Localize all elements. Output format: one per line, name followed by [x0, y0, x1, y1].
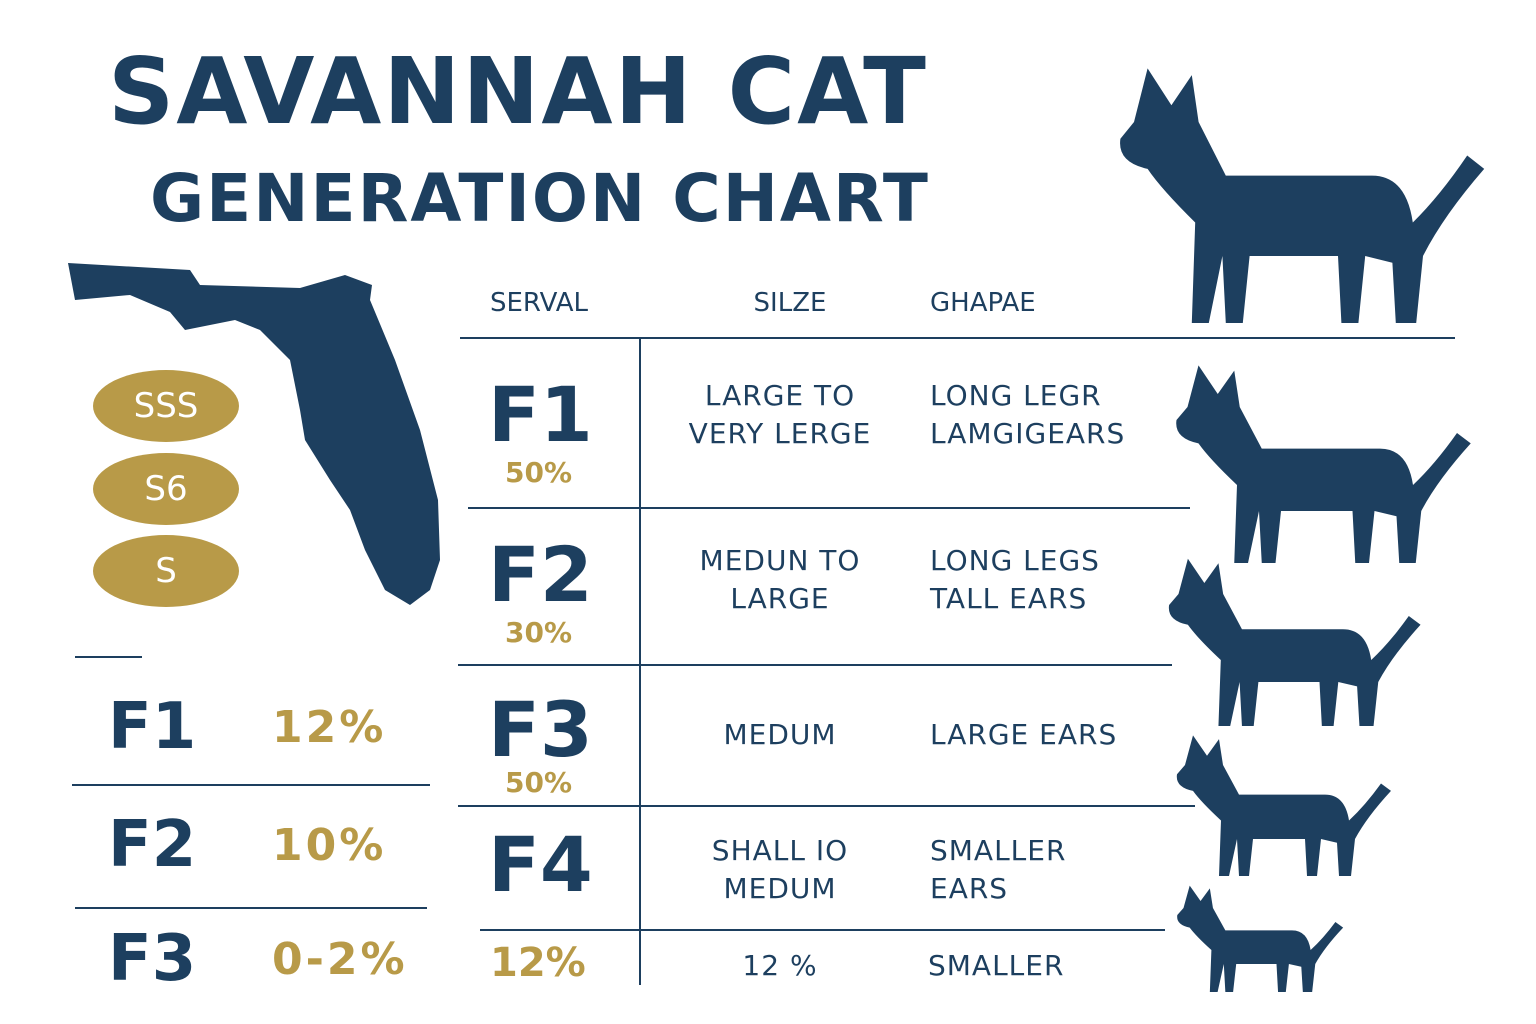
- column-header: SILZE: [753, 288, 827, 318]
- shape-text: EARS: [930, 872, 1009, 905]
- generation: F2: [488, 530, 593, 619]
- cat-silhouettes: [1120, 68, 1485, 992]
- percent: 10%: [272, 820, 387, 871]
- shape-text: LARGE EARS: [930, 718, 1118, 751]
- badge: S6: [93, 453, 239, 525]
- shape-text: SMALLER: [928, 949, 1065, 982]
- subtitle: GENERATION CHART: [150, 160, 930, 237]
- column-header: SERVAL: [490, 288, 588, 318]
- generation: F1: [108, 690, 197, 764]
- shape-text: LAMGIGEARS: [930, 417, 1126, 450]
- column-header: GHAPAE: [930, 288, 1036, 318]
- generation: F3: [488, 685, 593, 774]
- cat: [1177, 885, 1344, 992]
- percent: 50%: [505, 456, 573, 489]
- size-text: MEDUN TO: [699, 544, 861, 577]
- size-text: SHALL IO: [711, 834, 849, 867]
- shape-text: LONG LEGR: [930, 379, 1102, 412]
- generation: F2: [108, 808, 197, 882]
- size-text: LARGE TO: [704, 379, 856, 412]
- generation: F4: [488, 820, 593, 909]
- cat: [1168, 558, 1421, 726]
- size-text: MEDUM: [723, 718, 837, 751]
- size-text: MEDUM: [723, 872, 837, 905]
- florida-map: [68, 263, 440, 605]
- badge: S: [93, 535, 239, 607]
- table-lines: [72, 337, 1455, 985]
- title: SAVANNAH CAT: [108, 38, 928, 145]
- size-text: VERY LERGE: [688, 417, 872, 450]
- badge: SSS: [93, 370, 239, 442]
- percent: 50%: [505, 766, 573, 799]
- generation: F1: [488, 370, 593, 459]
- cat: [1120, 68, 1485, 324]
- percent: 30%: [505, 616, 573, 649]
- shape-text: LONG LEGS: [930, 544, 1100, 577]
- generation: F3: [108, 922, 197, 996]
- shape-text: TALL EARS: [930, 582, 1088, 615]
- percent: 12%: [272, 702, 387, 753]
- cat: [1176, 735, 1391, 876]
- size-text: 12 %: [742, 949, 818, 982]
- percent: 0-2%: [272, 934, 408, 985]
- percent: 12%: [490, 940, 586, 986]
- cat: [1176, 365, 1471, 563]
- size-text: LARGE: [730, 582, 830, 615]
- shape-text: SMALLER: [930, 834, 1067, 867]
